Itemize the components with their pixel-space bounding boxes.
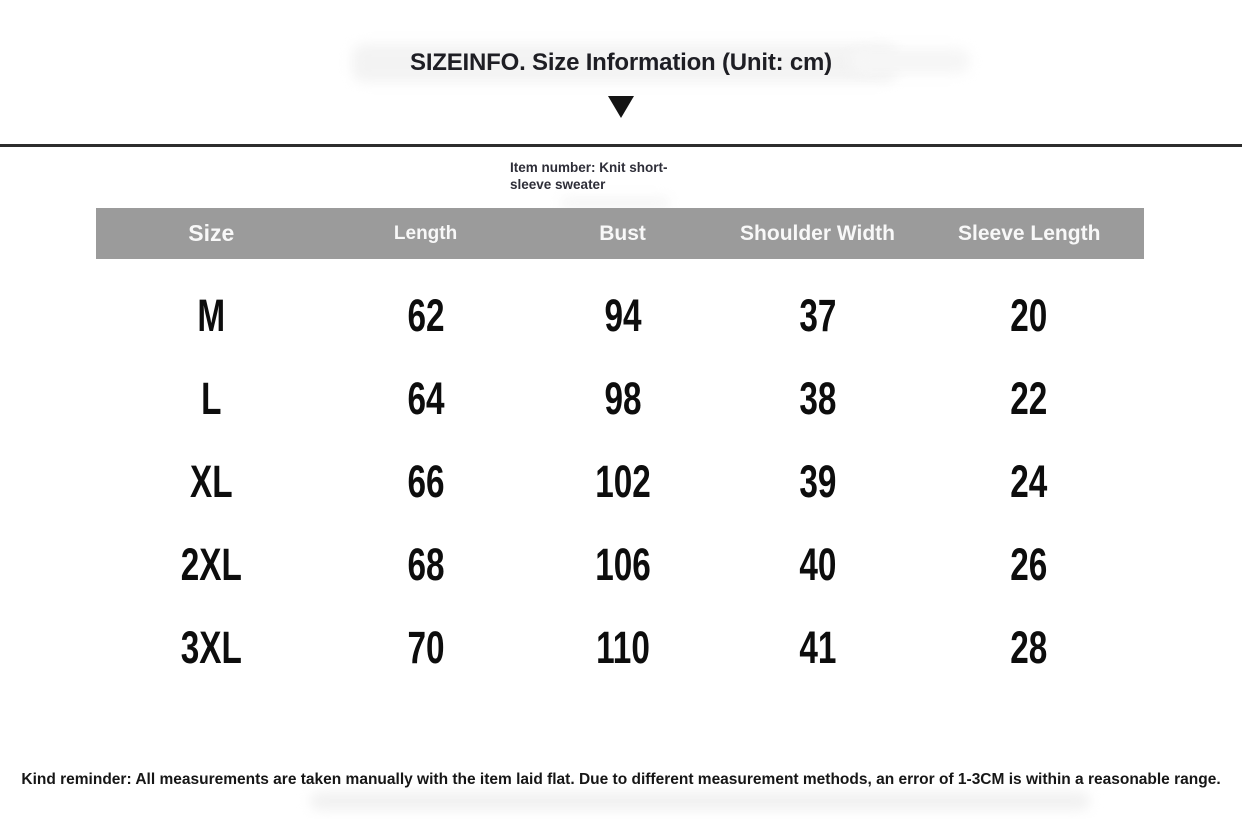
table-row: L 64 98 38 22 — [96, 357, 1144, 440]
col-header-length: Length — [393, 222, 458, 244]
shoulder-width-cell: 38 — [798, 372, 837, 424]
shoulder-width-cell: 40 — [798, 538, 837, 590]
background-smudge — [850, 48, 970, 74]
length-cell: 70 — [407, 621, 445, 673]
col-header-sleeve-length: Sleeve Length — [958, 221, 1101, 245]
size-table: Size Length Bust Shoulder Width Sleeve L… — [96, 208, 1144, 689]
length-cell: 68 — [407, 538, 445, 590]
table-row: XL 66 102 39 24 — [96, 440, 1144, 523]
table-body: M 62 94 37 20 L 64 98 38 22 XL 66 102 39… — [96, 259, 1144, 689]
background-smudge — [352, 44, 897, 82]
length-cell: 66 — [407, 455, 445, 507]
page-title: SIZEINFO. Size Information (Unit: cm) — [410, 49, 832, 76]
shoulder-width-cell: 37 — [798, 289, 837, 341]
background-smudge — [310, 792, 1090, 810]
kind-reminder-text: Kind reminder: All measurements are take… — [21, 771, 1221, 788]
table-row: 3XL 70 110 41 28 — [96, 606, 1144, 689]
size-cell: XL — [189, 455, 233, 507]
bust-cell: 106 — [594, 538, 651, 590]
col-header-shoulder-width: Shoulder Width — [740, 221, 895, 245]
sleeve-length-cell: 24 — [1010, 455, 1048, 507]
table-header-row: Size Length Bust Shoulder Width Sleeve L… — [96, 208, 1144, 259]
sleeve-length-cell: 26 — [1010, 538, 1048, 590]
bust-cell: 94 — [604, 289, 642, 341]
col-header-bust: Bust — [599, 221, 646, 245]
shoulder-width-cell: 39 — [798, 455, 837, 507]
table-row: M 62 94 37 20 — [96, 274, 1144, 357]
shoulder-width-cell: 41 — [798, 621, 837, 673]
sleeve-length-cell: 22 — [1010, 372, 1048, 424]
bust-cell: 102 — [594, 455, 651, 507]
size-cell: L — [201, 372, 222, 424]
size-cell: 3XL — [180, 621, 242, 673]
item-number-label: Item number: Knit short- sleeve sweater — [510, 159, 668, 193]
sleeve-length-cell: 20 — [1010, 289, 1048, 341]
sleeve-length-cell: 28 — [1010, 621, 1048, 673]
background-smudge — [560, 198, 670, 208]
length-cell: 64 — [407, 372, 445, 424]
col-header-size: Size — [188, 220, 235, 246]
bust-cell: 98 — [604, 372, 642, 424]
size-cell: M — [197, 289, 226, 341]
down-arrow-icon — [608, 96, 634, 118]
top-divider — [0, 144, 1242, 147]
size-cell: 2XL — [180, 538, 242, 590]
item-number-line1: Item number: Knit short- — [510, 160, 668, 175]
bust-cell: 110 — [595, 621, 650, 673]
item-number-line2: sleeve sweater — [510, 177, 606, 192]
table-row: 2XL 68 106 40 26 — [96, 523, 1144, 606]
length-cell: 62 — [407, 289, 445, 341]
